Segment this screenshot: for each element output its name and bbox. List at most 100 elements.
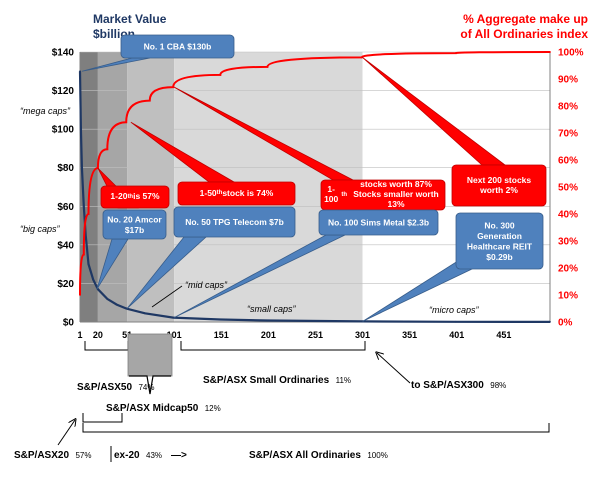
right-tick-label: 60% bbox=[558, 156, 578, 167]
big-caps-label: “big caps” bbox=[20, 224, 61, 234]
blue-callout-3: No. 50 TPG Telecom $7b bbox=[126, 206, 296, 309]
left-tick-label: $100 bbox=[52, 125, 75, 136]
all-ords-label: S&P/ASX All Ordinaries 100% bbox=[249, 445, 388, 462]
blue-callout-line: Healthcare REIT bbox=[467, 241, 533, 251]
tick-labels: $0 $20 $40 $60 $80 $100 $120 $140 0% 10% 20% 30% 40%… bbox=[52, 48, 584, 341]
aggregate-pct-point bbox=[79, 294, 81, 296]
aggregate-pct-point bbox=[106, 148, 109, 151]
blue-callout-line: Generation bbox=[477, 231, 522, 241]
blue-callout-line: No. 20 Amcor bbox=[107, 214, 162, 224]
index-brackets bbox=[57, 341, 550, 462]
ex20-arrow: —> bbox=[171, 450, 187, 461]
aggregate-pct-line bbox=[79, 51, 551, 296]
midcap50-box bbox=[127, 333, 173, 395]
blue-callout-2-box bbox=[102, 209, 167, 240]
market-value-point bbox=[106, 297, 109, 300]
x-tick-label: 351 bbox=[402, 330, 417, 340]
red-callout-text: 1-20 th is 57% bbox=[110, 191, 159, 201]
red-callout-text: 1-50 th stock is 74% bbox=[199, 187, 274, 198]
red-callout-4-box bbox=[451, 164, 547, 207]
right-tick-label: 10% bbox=[558, 291, 578, 302]
market-value-point bbox=[125, 307, 128, 310]
blue-callout-2: No. 20 Amcor$17b bbox=[96, 209, 167, 290]
market-value-point bbox=[82, 205, 85, 208]
ex20-label: ex-20 43% bbox=[114, 445, 162, 462]
aggregate-pct-point bbox=[125, 121, 128, 124]
blue-callout-line: No. 100 Sims Metal $2.3b bbox=[328, 218, 429, 228]
x-tick-label: 151 bbox=[214, 330, 229, 340]
blue-callout-line: $0.29b bbox=[486, 252, 512, 262]
micro-caps-label: “micro caps” bbox=[429, 305, 480, 315]
x-tick-label: 451 bbox=[496, 330, 511, 340]
red-callout-2-box bbox=[177, 181, 296, 206]
market-value-point bbox=[219, 318, 222, 321]
market-value-point bbox=[84, 234, 87, 237]
market-value-point bbox=[266, 319, 269, 322]
asx50-bracket bbox=[84, 341, 129, 351]
blue-callout-4-box bbox=[318, 209, 439, 236]
right-tick-label: 80% bbox=[558, 102, 578, 113]
market-value-point bbox=[144, 312, 146, 315]
right-tick-label: 100% bbox=[558, 48, 584, 59]
aggregate-pct-point bbox=[219, 74, 222, 76]
asx20-pointer bbox=[57, 420, 75, 446]
market-value-line bbox=[78, 71, 551, 323]
blue-callout-line: No. 50 TPG Telecom $7b bbox=[185, 217, 284, 227]
left-axis-title-line1: Market Value bbox=[93, 12, 167, 26]
left-tick-label: $120 bbox=[52, 86, 75, 97]
aggregate-pct-point bbox=[549, 51, 551, 53]
red-callout-1-box bbox=[100, 185, 170, 209]
left-tick-label: $80 bbox=[57, 163, 74, 174]
x-tick-label: 301 bbox=[355, 330, 370, 340]
callouts: 1-20 th is 57% 1-50 th stock is 74% 1-100 th … bbox=[81, 34, 547, 322]
small-caps-label: “small caps” bbox=[247, 304, 297, 314]
x-tick-label: 101 bbox=[167, 330, 182, 340]
blue-callout-1: No. 1 CBA $130b bbox=[81, 34, 235, 72]
market-value-point bbox=[80, 166, 83, 169]
market-value-point bbox=[172, 316, 175, 319]
midcap50-label: S&P/ASX Midcap50 12% bbox=[106, 398, 221, 415]
aggregate-pct-point bbox=[87, 213, 90, 215]
right-tick-label: 90% bbox=[558, 75, 578, 86]
market-value-point bbox=[360, 320, 363, 323]
market-value-point bbox=[549, 321, 551, 323]
red-callout-3: 1-100 th stocks worth 87%Stocks smaller w… bbox=[173, 86, 446, 211]
aggregate-pct-point bbox=[148, 99, 151, 102]
red-callout-label: Next 200 stocks worth 2% bbox=[466, 174, 532, 195]
aggregate-pct-point bbox=[360, 56, 363, 59]
red-callout-2: 1-50 th stock is 74% bbox=[130, 121, 296, 206]
x-tick-label: 1 bbox=[77, 330, 82, 340]
right-tick-label: 40% bbox=[558, 210, 578, 221]
left-tick-label: $140 bbox=[52, 48, 75, 59]
asx300-pointer bbox=[377, 353, 411, 384]
small-ords-label: S&P/ASX Small Ordinaries 11% bbox=[203, 370, 351, 387]
blue-callout-4: No. 100 Sims Metal $2.3b bbox=[173, 209, 439, 318]
mega-caps-label: “mega caps” bbox=[20, 106, 71, 116]
right-tick-label: 70% bbox=[558, 129, 578, 140]
red-callout-text: 1-100 th stocks worth 87%Stocks smaller w… bbox=[324, 180, 439, 209]
right-axis-title-line1: % Aggregate make up bbox=[463, 12, 588, 26]
aggregate-pct-point bbox=[82, 253, 85, 256]
market-value-point bbox=[80, 128, 82, 131]
red-callout-label: 1-50 th stock is 74% bbox=[199, 187, 274, 198]
left-tick-label: $20 bbox=[57, 279, 74, 290]
all-ords-bracket bbox=[82, 423, 550, 433]
market-value-point bbox=[454, 320, 457, 323]
market-value-point bbox=[115, 303, 118, 306]
blue-callout-3-box bbox=[173, 206, 296, 238]
mid-caps-label: “mid caps” bbox=[185, 280, 228, 290]
blue-callout-line: $17b bbox=[125, 225, 144, 235]
blue-callout-line: No. 1 CBA $130b bbox=[144, 42, 212, 52]
red-callout-1: 1-20 th is 57% bbox=[97, 167, 170, 209]
market-value-point bbox=[92, 278, 95, 281]
right-tick-label: 30% bbox=[558, 237, 578, 248]
market-value-point bbox=[87, 263, 90, 266]
x-tick-label: 201 bbox=[261, 330, 276, 340]
asx300-label: to S&P/ASX300 98% bbox=[411, 375, 506, 392]
series-layer bbox=[78, 51, 551, 323]
market-value-point bbox=[79, 70, 81, 73]
left-tick-label: $60 bbox=[57, 202, 74, 213]
right-tick-label: 20% bbox=[558, 264, 578, 275]
